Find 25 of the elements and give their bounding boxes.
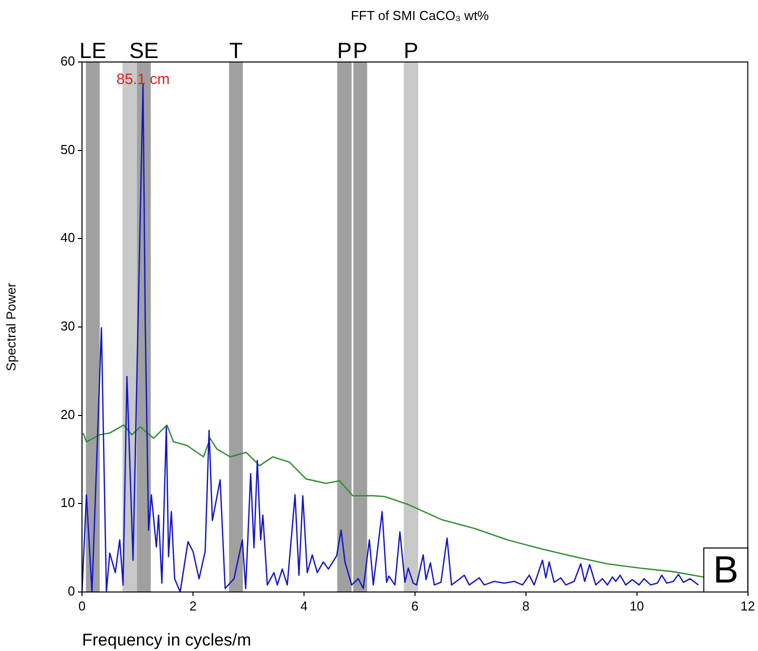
band-label: P xyxy=(337,38,352,63)
y-tick-label: 30 xyxy=(60,318,75,334)
y-tick-label: 20 xyxy=(60,406,75,422)
band-label: LE xyxy=(79,38,106,63)
band-label: P xyxy=(404,38,418,63)
x-tick-label: 6 xyxy=(411,598,418,614)
y-tick-label: 50 xyxy=(60,142,75,157)
y-tick-label: 60 xyxy=(60,54,75,69)
x-tick-label: 10 xyxy=(630,598,644,614)
y-tick-label: 10 xyxy=(60,495,75,510)
annotation: 85.1 cm xyxy=(116,70,170,88)
band-label: P xyxy=(352,38,368,63)
y-tick-label: 0 xyxy=(68,584,75,599)
x-tick-label: 8 xyxy=(522,598,530,614)
x-axis-title: Frequency in cycles/m xyxy=(82,630,252,650)
band-label: SE xyxy=(129,38,159,63)
x-tick-label: 12 xyxy=(740,598,756,614)
chart-title: FFT of SMI CaCO₃ wt% xyxy=(350,8,490,23)
x-tick-label: 2 xyxy=(189,598,197,614)
band-label: T xyxy=(229,38,243,63)
x-tick-label: 4 xyxy=(300,598,308,614)
annotation: B xyxy=(713,549,738,592)
x-tick-label: 0 xyxy=(78,598,86,614)
y-tick-label: 40 xyxy=(60,230,75,246)
y-axis-title: Spectral Power xyxy=(3,282,18,372)
